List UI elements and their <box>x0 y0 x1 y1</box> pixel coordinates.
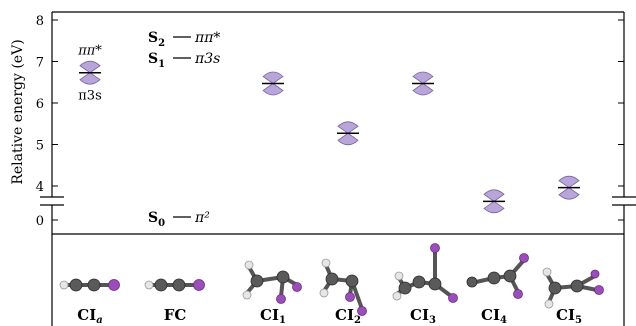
legend-state-S0: S0 <box>148 210 165 229</box>
atom-I <box>193 279 205 291</box>
atom-H <box>544 299 554 309</box>
atom-I <box>276 294 286 304</box>
marker-upper-cone <box>483 189 505 202</box>
marker-lower-cone <box>558 187 580 200</box>
marker-lower-cone <box>262 83 284 96</box>
atom-H <box>242 290 252 300</box>
atom-C <box>570 279 584 293</box>
molecule-CI1 <box>242 260 302 304</box>
axis-break-left <box>40 196 64 206</box>
category-labels: CIa FC CI1 CI2 CI3 CI4 CI5 <box>77 306 582 326</box>
category-label-CIa: CIa <box>77 306 102 326</box>
atom-C <box>487 271 501 285</box>
legend-desc: π² <box>194 210 210 226</box>
category-label-CI1: CI1 <box>260 306 286 326</box>
atom-C <box>154 278 168 292</box>
category-label-FC: FC <box>164 306 187 324</box>
atom-I <box>519 253 529 263</box>
atom-H <box>244 260 254 270</box>
atom-C <box>398 281 412 295</box>
plot-frame <box>51 11 625 326</box>
marker-upper-cone <box>79 60 101 74</box>
atom-I <box>345 292 355 302</box>
y-tick-label: 6 <box>36 97 44 112</box>
label-lower-state: π3s <box>78 89 102 104</box>
y-axis-label: Relative energy (eV) <box>10 39 26 184</box>
category-label-CI2: CI2 <box>335 306 361 326</box>
marker-CI2 <box>337 121 359 146</box>
atom-H <box>392 291 402 301</box>
energy-markers <box>79 60 580 214</box>
atom-C <box>325 272 339 286</box>
atom-C <box>428 277 442 291</box>
y-tick-label: 4 <box>36 180 44 195</box>
marker-CI1 <box>262 71 284 96</box>
state-legend: S2 ππ* S1 π3s S0 π² <box>148 30 220 229</box>
atom-C <box>172 278 186 292</box>
atom-I <box>292 282 302 292</box>
y-tick-label: 5 <box>36 139 44 154</box>
atom-C <box>548 281 562 295</box>
molecule-CI5 <box>542 267 604 309</box>
atom-C <box>503 269 517 283</box>
atom-I <box>430 243 440 253</box>
marker-upper-cone <box>558 175 580 189</box>
marker-upper-cone <box>412 71 434 84</box>
atom-I <box>594 285 604 295</box>
marker-upper-cone <box>262 71 284 84</box>
axis-break-right <box>612 196 636 206</box>
atom-I <box>513 289 523 299</box>
molecule-FC <box>144 278 205 292</box>
label-upper-state: ππ* <box>77 44 102 59</box>
atom-H <box>321 258 331 268</box>
point-labels: ππ* π3s <box>77 44 102 104</box>
marker-CIa <box>79 60 101 85</box>
marker-upper-cone <box>337 121 359 134</box>
legend-state-S2: S2 <box>148 30 165 49</box>
atom-C <box>276 270 290 284</box>
marker-lower-cone <box>412 83 434 96</box>
y-ticks: 4 5 6 7 8 0 <box>36 14 624 229</box>
atom-C <box>412 275 426 289</box>
atom-H <box>59 280 69 290</box>
marker-CI4 <box>483 189 505 214</box>
atom-H <box>542 267 552 277</box>
atom-C <box>250 274 264 288</box>
atom-I <box>590 269 600 279</box>
legend-desc: ππ* <box>194 30 220 46</box>
marker-CI5 <box>558 175 580 200</box>
category-label-CI5: CI5 <box>556 306 582 326</box>
atom-C <box>87 278 101 292</box>
atom-I <box>448 293 458 303</box>
y-tick-label: 8 <box>36 14 44 29</box>
atom-H <box>144 280 154 290</box>
marker-CI3 <box>412 71 434 96</box>
y-tick-label: 7 <box>36 56 44 71</box>
marker-lower-cone <box>483 200 505 214</box>
atom-C <box>466 276 478 288</box>
molecule-CI3 <box>392 243 458 303</box>
legend-state-S1: S1 <box>148 51 165 70</box>
category-label-CI4: CI4 <box>481 306 507 326</box>
legend-desc: π3s <box>194 51 220 67</box>
category-label-CI3: CI3 <box>410 306 436 326</box>
y-tick-label: 0 <box>36 214 44 229</box>
atom-H <box>394 271 404 281</box>
marker-lower-cone <box>79 72 101 85</box>
atom-C <box>345 274 359 288</box>
atom-I <box>108 279 120 291</box>
molecule-structures <box>59 243 604 316</box>
molecule-CI4 <box>466 253 529 299</box>
atom-I <box>357 306 367 316</box>
molecule-CIa <box>59 278 120 292</box>
atom-H <box>319 288 329 298</box>
molecule-CI2 <box>319 258 367 316</box>
atom-C <box>69 278 83 292</box>
marker-lower-cone <box>337 132 359 146</box>
